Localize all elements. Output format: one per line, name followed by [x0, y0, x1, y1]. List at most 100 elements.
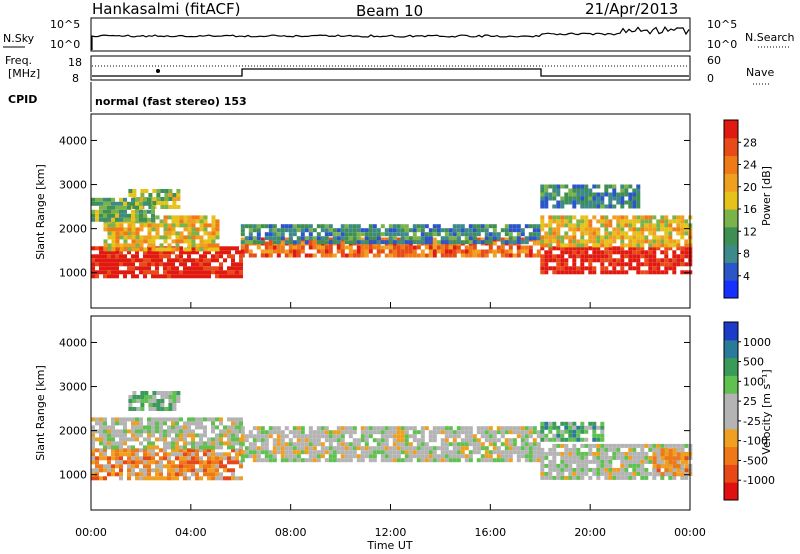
heatmap-cell [195, 235, 200, 240]
heatmap-cell [452, 232, 457, 237]
heatmap-cell [652, 227, 657, 232]
heatmap-cell [135, 219, 140, 224]
heatmap-cell [288, 458, 293, 463]
heatmap-cell [211, 239, 216, 244]
heatmap-cell [340, 253, 345, 258]
heatmap-cell [163, 215, 168, 220]
heatmap-cell [512, 253, 517, 258]
heatmap-cell [107, 197, 111, 202]
heatmap-cell [328, 442, 333, 447]
heatmap-cell [99, 417, 103, 422]
heatmap-cell [408, 434, 413, 439]
heatmap-cell [139, 247, 144, 252]
heatmap-cell [668, 463, 673, 468]
heatmap-cell [156, 391, 161, 395]
heatmap-cell [684, 452, 689, 457]
heatmap-cell [404, 236, 409, 241]
heatmap-cell [155, 258, 159, 263]
heatmap-cell [508, 446, 513, 451]
heatmap-cell [175, 247, 180, 252]
heatmap-cell [296, 245, 301, 250]
heatmap-cell [612, 227, 617, 232]
heatmap-cell [460, 232, 465, 237]
heatmap-cell [376, 240, 381, 245]
heatmap-cell [532, 426, 537, 431]
heatmap-cell [296, 236, 301, 241]
heatmap-cell [368, 434, 373, 439]
heatmap-cell [219, 270, 223, 275]
heatmap-cell [360, 232, 365, 237]
heatmap-cell [203, 433, 207, 438]
heatmap-cell [584, 215, 589, 220]
heatmap-cell [672, 215, 677, 220]
heatmap-cell [584, 254, 589, 259]
heatmap-cell [448, 228, 453, 233]
heatmap-cell [179, 456, 183, 461]
heatmap-cell [592, 235, 597, 240]
heatmap-cell [187, 452, 191, 457]
heatmap-cell [127, 448, 131, 453]
heatmap-cell [448, 232, 453, 237]
heatmap-cell [484, 232, 489, 237]
heatmap-cell [348, 253, 353, 258]
heatmap-cell [500, 253, 505, 258]
heatmap-cell [356, 446, 361, 451]
heatmap-cell [624, 459, 629, 464]
heatmap-cell [576, 425, 581, 430]
heatmap-cell [524, 253, 529, 258]
heatmap-cell [528, 236, 533, 241]
heatmap-cell [159, 468, 163, 473]
heatmap-cell [167, 472, 171, 477]
heatmap-cell [684, 468, 689, 473]
heatmap-cell [171, 250, 175, 255]
heatmap-cell [568, 429, 573, 434]
heatmap-cell [155, 425, 159, 430]
heatmap-cell [171, 219, 176, 224]
heatmap-cell [296, 442, 301, 447]
heatmap-cell [183, 219, 188, 224]
heatmap-cell [103, 239, 108, 244]
heatmap-cell [412, 236, 417, 241]
heatmap-cell [360, 430, 365, 435]
heatmap-cell [191, 464, 195, 469]
heatmap-cell [400, 228, 405, 233]
heatmap-cell [684, 219, 689, 224]
heatmap-cell [324, 224, 329, 229]
heatmap-cell [203, 417, 207, 422]
heatmap-cell [636, 258, 641, 263]
heatmap-cell [260, 430, 265, 435]
heatmap-cell [171, 239, 176, 244]
heatmap-cell [248, 240, 253, 245]
heatmap-cell [99, 266, 103, 271]
heatmap-cell [396, 434, 401, 439]
heatmap-cell [640, 451, 645, 456]
heatmap-cell [203, 441, 207, 446]
heatmap-cell [300, 241, 305, 246]
heatmap-cell [328, 434, 333, 439]
heatmap-cell [332, 438, 337, 443]
heatmap-cell [175, 219, 180, 224]
heatmap-cell [276, 426, 281, 431]
heatmap-cell [404, 253, 409, 258]
heatmap-cell [288, 253, 293, 258]
heatmap-cell [340, 426, 345, 431]
heatmap-cell [168, 197, 173, 201]
heatmap-cell [676, 215, 681, 220]
heatmap-cell [340, 454, 345, 459]
heatmap-cell [448, 236, 453, 241]
heatmap-cell [103, 243, 108, 248]
heatmap-cell [219, 429, 223, 434]
heatmap-cell [135, 201, 139, 206]
heatmap-cell [380, 237, 385, 242]
heatmap-cell [592, 266, 597, 271]
heatmap-cell [528, 426, 533, 431]
heatmap-cell [540, 475, 545, 480]
heatmap-cell [524, 430, 529, 435]
heatmap-cell [119, 197, 123, 202]
heatmap-cell [628, 266, 633, 271]
heatmap-cell [600, 425, 605, 430]
noise-tick-left-bottom: 10^0 [50, 38, 80, 51]
heatmap-cell [103, 254, 107, 259]
heatmap-cell [552, 421, 557, 426]
heatmap-cell [99, 476, 103, 481]
